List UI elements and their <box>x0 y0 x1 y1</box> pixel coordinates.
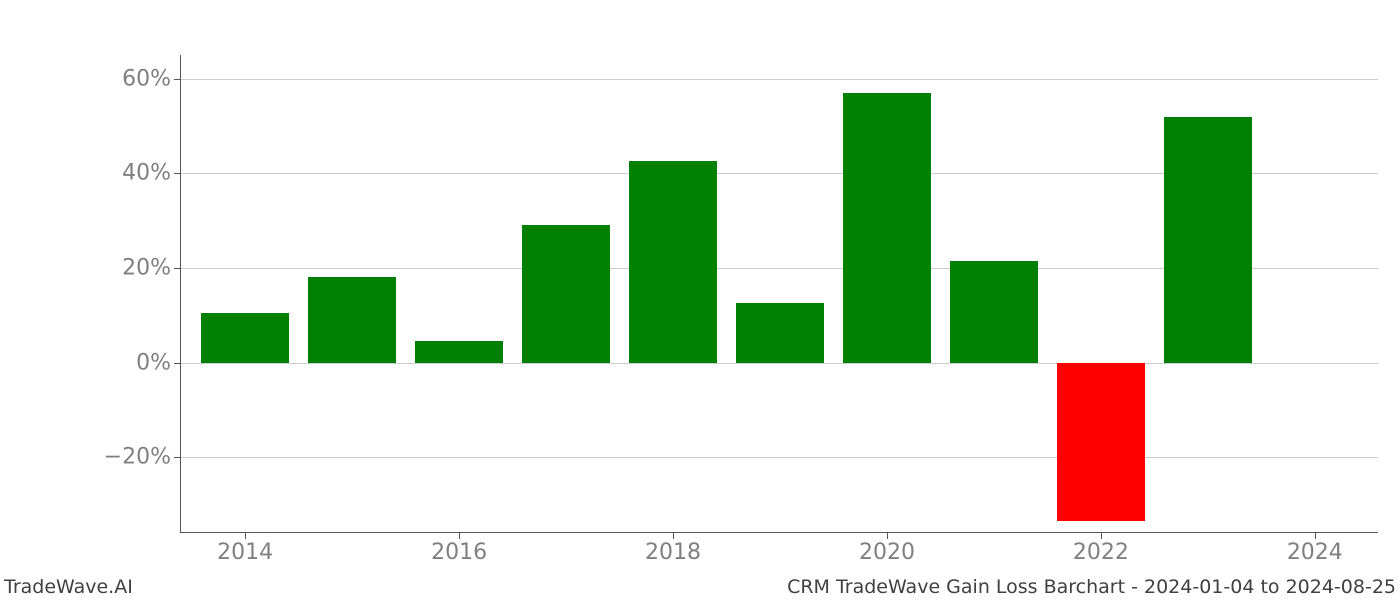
bar <box>1164 117 1252 363</box>
bar <box>308 277 396 362</box>
bar <box>201 313 289 363</box>
bar <box>950 261 1038 363</box>
bar <box>522 225 610 362</box>
y-tick-label: −20% <box>104 445 181 470</box>
bar <box>843 93 931 363</box>
x-tick-label: 2020 <box>859 532 915 565</box>
y-tick-label: 60% <box>122 66 181 91</box>
x-tick-label: 2014 <box>217 532 273 565</box>
footer-right-caption: CRM TradeWave Gain Loss Barchart - 2024-… <box>783 574 1400 600</box>
bar <box>1057 363 1145 522</box>
grid-line-y <box>181 457 1378 458</box>
plot-area: −20%0%20%40%60%201420162018202020222024 <box>180 55 1378 533</box>
y-tick-label: 40% <box>122 161 181 186</box>
x-tick-label: 2018 <box>645 532 701 565</box>
y-tick-label: 20% <box>122 255 181 280</box>
bar <box>736 303 824 362</box>
grid-line-y <box>181 79 1378 80</box>
chart-stage: −20%0%20%40%60%201420162018202020222024 … <box>0 0 1400 600</box>
footer-left-caption: TradeWave.AI <box>0 574 137 600</box>
grid-line-y <box>181 363 1378 364</box>
x-tick-label: 2016 <box>431 532 487 565</box>
x-tick-label: 2022 <box>1073 532 1129 565</box>
bar <box>629 161 717 362</box>
y-tick-label: 0% <box>136 350 181 375</box>
x-tick-label: 2024 <box>1287 532 1343 565</box>
bar <box>415 341 503 362</box>
